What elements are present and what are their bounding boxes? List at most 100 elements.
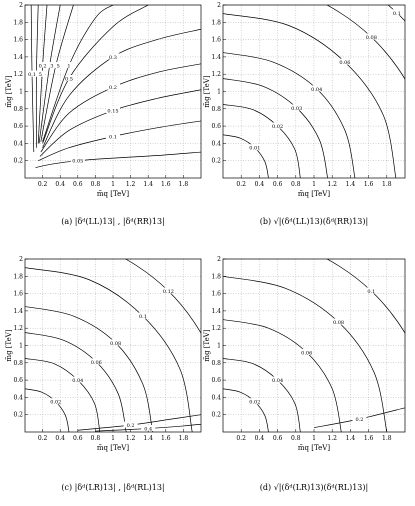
x-tick-label: 0.6 xyxy=(73,181,83,188)
contour-label: 0.1 xyxy=(109,134,117,140)
y-tick-label: 0.2 xyxy=(211,412,221,419)
contour-label: 0.5 xyxy=(65,77,73,83)
y-tick-label: 1.8 xyxy=(13,19,23,26)
contour-label-bg xyxy=(141,425,156,432)
x-tick-label: 1 xyxy=(312,435,316,442)
y-tick-label: 1.8 xyxy=(13,273,23,280)
contour-label: 0.12 xyxy=(163,289,174,295)
contour-label-bg xyxy=(247,398,262,405)
y-tick-label: 0.2 xyxy=(211,158,221,165)
y-tick-label: 1.4 xyxy=(211,308,221,315)
contour-label-bg xyxy=(48,398,63,405)
contour-label: 0.04 xyxy=(311,87,322,93)
contour-line xyxy=(223,134,269,178)
contour-label-bg xyxy=(337,58,352,65)
x-axis-label: m̃q [TeV] xyxy=(97,443,129,452)
y-tick-label: 2 xyxy=(217,256,221,263)
contour-label: 0.2 xyxy=(356,417,364,423)
contour-label: 0.01 xyxy=(249,146,260,152)
contour-label-bg xyxy=(309,85,324,92)
contour-label-bg xyxy=(331,318,346,325)
y-tick-label: 1 xyxy=(217,343,221,350)
x-tick-label: 1.6 xyxy=(364,435,374,442)
y-tick-label: 0.6 xyxy=(211,123,221,130)
contour-line xyxy=(77,414,201,431)
contour-label: 0.06 xyxy=(339,60,350,66)
contour-label: 0.03 xyxy=(291,106,302,112)
x-tick-label: 1.8 xyxy=(382,435,392,442)
contour-label-bg xyxy=(25,70,40,77)
y-tick-label: 2 xyxy=(217,2,221,9)
y-tick-label: 1.2 xyxy=(13,325,23,332)
contour-line xyxy=(39,89,201,157)
y-axis-label: m̃g [TeV] xyxy=(4,329,13,361)
x-tick-label: 1.2 xyxy=(126,435,136,442)
contour-label-bg xyxy=(299,348,314,355)
y-axis-label: m̃g [TeV] xyxy=(4,75,13,107)
contour-label-bg xyxy=(35,62,50,69)
contour-label: 0.02 xyxy=(272,124,283,130)
x-tick-label: 1 xyxy=(312,181,316,188)
contour-label-bg xyxy=(42,62,57,69)
panel: 0.2 0.4 0.6 0.8 1 1.2 1.4 1.6 1.8 0.2 0.4 0.6 0.8 1 1.… xyxy=(4,2,202,226)
x-tick-label: 1 xyxy=(111,435,115,442)
y-tick-label: 2 xyxy=(19,256,23,263)
contour-label-bg xyxy=(70,376,85,383)
contour-label: 0.08 xyxy=(366,35,377,41)
contour-line xyxy=(25,358,101,432)
contour-label-bg xyxy=(106,53,120,60)
contour-label-bg xyxy=(106,107,120,114)
y-tick-label: 1.6 xyxy=(211,37,221,44)
contour-label-bg xyxy=(106,83,120,90)
x-tick-label: 0.2 xyxy=(236,435,246,442)
plot-frame xyxy=(24,258,202,433)
x-tick-label: 1.6 xyxy=(161,181,171,188)
contour-line xyxy=(223,319,342,432)
contour-label-bg xyxy=(106,132,120,139)
y-tick-label: 0.2 xyxy=(13,158,23,165)
x-tick-label: 0.8 xyxy=(91,435,101,442)
contour-line xyxy=(42,5,114,142)
contour-label: 0.04 xyxy=(272,378,283,384)
contour-label: 0.3 xyxy=(46,64,54,70)
contour-line xyxy=(223,388,269,432)
y-tick-label: 2 xyxy=(19,2,23,9)
x-tick-label: 1.4 xyxy=(346,181,356,188)
x-tick-label: 0.6 xyxy=(73,435,83,442)
contour-label-bg xyxy=(364,33,379,40)
x-tick-label: 1.6 xyxy=(161,435,171,442)
y-tick-label: 1.2 xyxy=(211,71,221,78)
contour-label-bg xyxy=(270,376,285,383)
contour-line xyxy=(95,423,201,432)
y-tick-label: 1.8 xyxy=(211,273,221,280)
y-tick-label: 1.2 xyxy=(13,71,23,78)
contour-line xyxy=(223,358,301,432)
contour-line xyxy=(42,5,149,144)
x-tick-label: 1.8 xyxy=(382,181,392,188)
caption: (a) |δᵈ(LL)13| , |δᵈ(RR)13| xyxy=(61,217,165,226)
x-tick-label: 1.2 xyxy=(327,435,337,442)
contour-label: 0.1 xyxy=(367,289,375,295)
contour-label-bg xyxy=(389,9,404,16)
contour-label-bg xyxy=(161,287,176,294)
y-tick-label: 1.8 xyxy=(211,19,221,26)
contour-label: 0.06 xyxy=(301,350,312,356)
y-tick-label: 1.6 xyxy=(211,291,221,298)
contour-line xyxy=(223,104,301,178)
y-tick-label: 0.4 xyxy=(13,394,23,401)
contour-label: 0.05 xyxy=(72,159,83,165)
y-tick-label: 0.6 xyxy=(211,377,221,384)
contours: 0.050.10.150.20.30.510.50.30.20.150.1 xyxy=(25,5,201,168)
contour-label: 0.2 xyxy=(127,423,135,429)
x-tick-label: 0.2 xyxy=(38,181,48,188)
x-tick-label: 0.4 xyxy=(55,181,65,188)
contour-label: 0.1 xyxy=(139,314,147,320)
contours: 0.02 0.04 0.06 0.08 0.1 0.2 xyxy=(223,259,405,432)
contour-label-bg xyxy=(270,122,285,129)
contour-label: 0.02 xyxy=(50,400,61,406)
contour-label-bg xyxy=(352,415,367,422)
contour-line xyxy=(30,5,35,153)
x-tick-label: 0.8 xyxy=(291,435,301,442)
contour-label-bg xyxy=(135,312,150,319)
